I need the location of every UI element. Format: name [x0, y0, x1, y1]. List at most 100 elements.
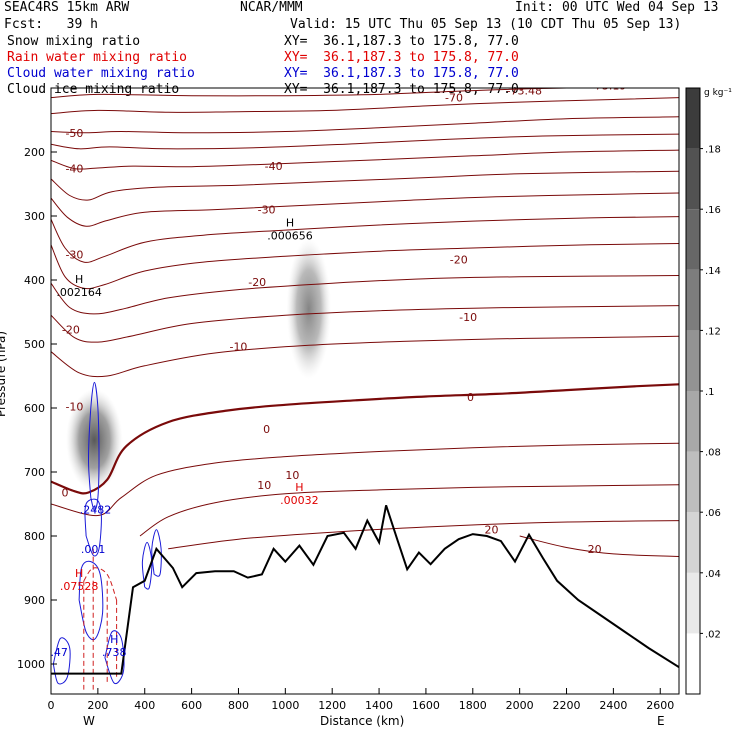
maximum-marker: H: [110, 633, 118, 646]
cloud-water-contour-1: [84, 498, 102, 557]
temperature-contour--45: [51, 133, 679, 150]
colorbar-bin: [686, 391, 700, 452]
colorbar-tick-label: .12: [705, 326, 721, 337]
temperature-contour-15: [168, 520, 679, 550]
field-name-snow: Snow mixing ratio: [7, 34, 141, 49]
colorbar-bin: [686, 633, 700, 694]
x-axis-right-end: E: [657, 714, 665, 728]
x-tick-label: 2400: [599, 699, 627, 712]
maximum-value: .47: [50, 646, 68, 659]
field-name-rain: Rain water mixing ratio: [7, 50, 188, 65]
x-axis-left-end: W: [83, 714, 95, 728]
x-tick-label: 1800: [459, 699, 487, 712]
contour-label: -40: [265, 160, 283, 173]
x-tick-label: 1400: [365, 699, 393, 712]
contour-label: -20: [62, 323, 80, 336]
x-tick-label: 2200: [553, 699, 581, 712]
y-tick-label: 800: [24, 530, 45, 543]
x-tick-label: 1200: [318, 699, 346, 712]
x-tick-label: 800: [228, 699, 249, 712]
contour-label: -50: [65, 127, 83, 140]
forecast-hour: Fcst: 39 h: [4, 17, 98, 32]
x-tick-label: 1000: [271, 699, 299, 712]
maximum-value: .002164: [56, 286, 102, 299]
temperature-contour-0: [51, 383, 679, 495]
contour-label: 10: [285, 469, 299, 482]
y-tick-label: 600: [24, 402, 45, 415]
contour-label: -20: [450, 254, 468, 267]
header: SEAC4RS 15km ARW NCAR/MMM Init: 00 UTC W…: [0, 0, 740, 100]
maximum-marker: H: [75, 567, 83, 580]
y-tick-label: 400: [24, 274, 45, 287]
colorbar-tick-label: .18: [705, 145, 721, 156]
contour-label: -20: [248, 276, 266, 289]
colorbar-tick-label: .02: [705, 629, 721, 640]
y-tick-label: 500: [24, 338, 45, 351]
init-time: Init: 00 UTC Wed 04 Sep 13: [515, 0, 719, 15]
cloud-water-contour-4: [141, 541, 153, 590]
maximum-marker: H: [295, 481, 303, 494]
x-axis-label: Distance (km): [320, 714, 405, 728]
y-tick-label: 200: [24, 146, 45, 159]
contour-labels: -70 -50 -40 -40 -30 -30 -20 -20 -20 -10 -10 -10 0 0 0 1…: [50, 84, 626, 659]
cloud-water-contour-3: [151, 529, 162, 577]
contour-label: 10: [257, 479, 271, 492]
field-xy-rain: XY= 36.1,187.3 to 175.8, 77.0: [284, 50, 519, 65]
temperature-contour--5: [51, 335, 679, 378]
contour-label: -40: [65, 163, 83, 176]
maximum-value: .001: [81, 543, 106, 556]
cloud-water-contour-2: [78, 560, 104, 641]
contour-label: 20: [588, 543, 602, 556]
maximum-value: .07528: [60, 580, 99, 593]
field-name-cloud-ice: Cloud ice mixing ratio: [7, 82, 180, 97]
colorbar-tick-label: .08: [705, 448, 721, 459]
colorbar-bin: [686, 451, 700, 513]
y-tick-label: 700: [24, 466, 45, 479]
contour-label: -73.48: [507, 84, 542, 97]
shaded-area-1: [286, 238, 331, 380]
field-name-cloud-water: Cloud water mixing ratio: [7, 66, 195, 81]
temperature-contour--20: [51, 243, 679, 290]
x-tick-label: 200: [87, 699, 108, 712]
title-center: NCAR/MMM: [240, 0, 303, 15]
colorbar-bin: [686, 209, 700, 270]
mixing-ratio-shading: [66, 238, 331, 492]
temperature-contour--30: [51, 192, 679, 227]
plot-frame: [50, 87, 680, 695]
y-tick-label: 900: [24, 594, 45, 607]
colorbar-bin: [686, 330, 700, 391]
x-tick-label: 0: [48, 699, 55, 712]
colorbar-bin: [686, 269, 700, 331]
colorbar: .02 .04 .06 .08 .1 .12 .14 .16 .18: [685, 87, 721, 695]
contour-label: -10: [229, 341, 247, 354]
terrain-profile: [51, 504, 679, 675]
field-xy-snow: XY= 36.1,187.3 to 175.8, 77.0: [284, 34, 519, 49]
y-axis-label: Pressure (hPa): [0, 330, 9, 418]
colorbar-tick-label: .16: [705, 205, 721, 216]
contour-label: 20: [485, 524, 499, 537]
temperature-contour--15: [51, 275, 679, 315]
axes: 0 200 400 600 800 1000 1200 1400 1600 1800 2000 220…: [17, 146, 674, 712]
temperature-contour--50: [51, 116, 679, 134]
x-tick-label: 2000: [506, 699, 534, 712]
contour-label: 0: [263, 423, 270, 436]
colorbar-bin: [686, 572, 700, 634]
x-tick-label: 1600: [412, 699, 440, 712]
colorbar-tick-label: .14: [705, 266, 721, 277]
temperature-contour-5: [51, 442, 679, 517]
contour-label: 0: [467, 391, 474, 404]
maximum-value: .000656: [267, 229, 313, 242]
maximum-marker: H: [286, 216, 294, 229]
colorbar-bin: [686, 512, 700, 573]
y-tick-label: 300: [24, 210, 45, 223]
colorbar-tick-label: .1: [705, 387, 715, 398]
colorbar-tick-label: .04: [705, 569, 721, 580]
temperature-contour--10: [51, 305, 679, 343]
temperature-contours: [51, 88, 679, 557]
contour-label: -10: [459, 311, 477, 324]
maximum-value: .00032: [280, 494, 319, 507]
y-tick-label: 1000: [17, 658, 45, 671]
temperature-contour--40: [51, 149, 679, 170]
x-tick-label: 400: [134, 699, 155, 712]
